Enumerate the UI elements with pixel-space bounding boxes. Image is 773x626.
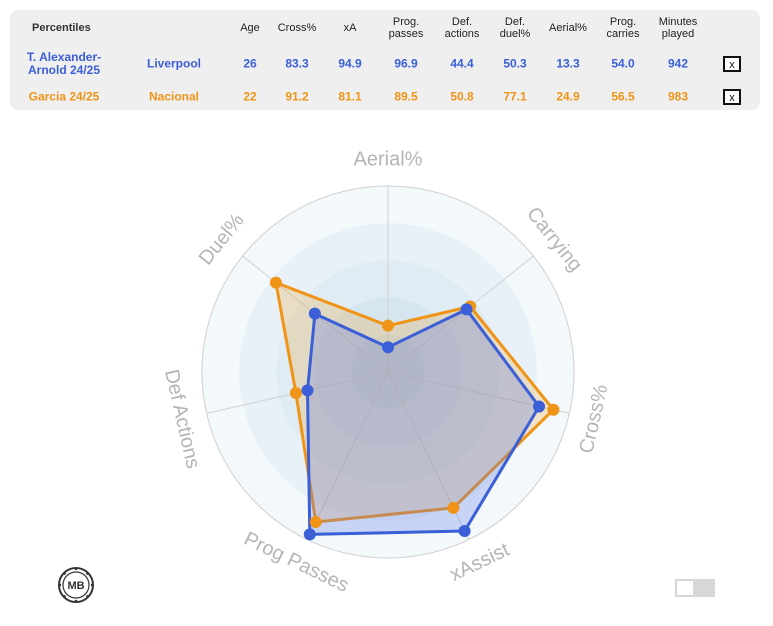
stat-value: 89.5 [394,89,418,104]
stat-value: 24.9 [556,89,580,104]
data-point [289,387,302,400]
data-point [547,403,560,416]
data-point [308,307,321,320]
stat-value: 13.3 [556,56,580,71]
stat-value: 83.3 [285,56,309,71]
data-point [382,319,394,332]
data-point [458,525,471,538]
stat-value: 77.1 [503,89,527,104]
stat-value: 44.4 [450,56,474,71]
stat-value: 81.1 [338,89,362,104]
data-point [533,400,546,413]
stat-value: 983 [667,89,689,104]
axis-label: Def Actions [160,367,204,471]
axis-label: Cross% [575,382,612,455]
axis-label: xAssist [446,539,513,586]
data-point [447,501,460,514]
percentiles-table: Percentiles Age Cross% xA Prog. passes Def. act… [10,10,760,110]
column-header: Aerial% [549,22,587,34]
column-header: xA [343,22,357,34]
stat-value: 56.5 [611,89,635,104]
data-point [303,528,316,541]
stat-value: 50.3 [503,56,527,71]
column-header: Prog. passes [388,16,424,40]
data-point [309,515,322,528]
column-header: Cross% [277,22,317,34]
column-header: Prog. carries [606,16,640,40]
stat-value: 94.9 [338,56,362,71]
team-name: Liverpool [146,56,202,71]
stat-value: 26 [243,56,257,71]
series-area [274,281,555,524]
remove-player-button[interactable]: x [723,89,741,105]
data-point [269,276,282,289]
team-name: Nacional [148,89,200,104]
player-name[interactable]: Garcia 24/25 [28,89,100,104]
column-header: Minutes played [658,16,698,40]
view-toggle[interactable] [675,579,715,597]
series-area [306,307,541,536]
stat-value: 54.0 [611,56,635,71]
stat-value: 22 [243,89,257,104]
toggle-knob [677,581,693,595]
player-name[interactable]: T. Alexander- Arnold 24/25 [26,50,102,77]
column-header: Age [240,22,260,34]
data-point [382,341,394,354]
column-header: Def. actions [444,16,480,40]
radar-spoke [387,255,534,373]
stat-value: 91.2 [285,89,309,104]
radar-spoke [306,371,389,540]
logo-text: MB [67,580,84,592]
mb-badge-icon: MB [58,567,94,603]
axis-label: Aerial% [354,148,423,170]
data-point [301,384,314,397]
stat-value: 50.8 [450,89,474,104]
data-point [460,303,473,316]
column-header: Def. duel% [499,16,531,40]
stat-value: 96.9 [394,56,418,71]
stat-value: 942 [667,56,689,71]
table-title: Percentiles [32,22,91,34]
remove-player-button[interactable]: x [723,56,741,72]
